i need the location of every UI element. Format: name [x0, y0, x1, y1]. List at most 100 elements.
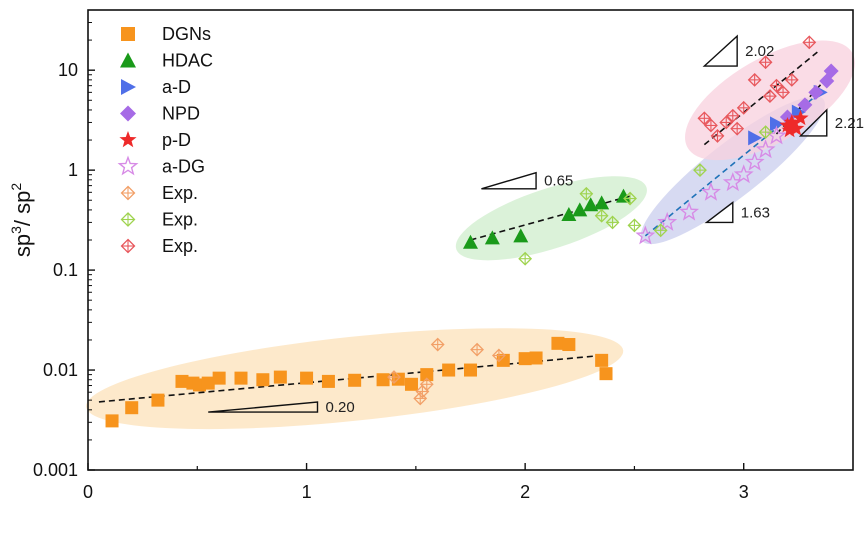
legend-marker: [120, 52, 136, 68]
data-point: [725, 108, 740, 123]
slope-triangle: 1.63: [704, 200, 770, 224]
data-point: [627, 218, 642, 233]
slope-triangle: 2.21: [798, 108, 864, 137]
data-point: [783, 113, 800, 130]
data-point: [700, 181, 721, 201]
data-points: [105, 35, 839, 428]
data-point: [105, 414, 119, 428]
data-point: [719, 115, 734, 130]
data-point: [442, 363, 456, 377]
y-tick-label: 0.001: [33, 460, 78, 480]
data-point: [201, 376, 215, 390]
y-tick-label: 0.1: [53, 260, 78, 280]
data-point: [693, 163, 707, 178]
data-point: [733, 164, 754, 184]
x-tick-label: 3: [739, 482, 749, 502]
data-point: [562, 338, 576, 352]
data-point: [583, 197, 599, 212]
data-point: [256, 373, 270, 387]
y-tick-label: 1: [68, 160, 78, 180]
slope-label: 1.63: [741, 204, 770, 221]
data-point: [599, 367, 613, 381]
data-point: [635, 225, 656, 245]
data-point: [605, 215, 620, 230]
data-point: [736, 100, 751, 115]
data-point: [572, 202, 588, 217]
data-point: [758, 125, 773, 140]
data-point: [710, 128, 725, 143]
legend-item: Exp.: [120, 236, 198, 256]
slope-annotations: 0.20 0.65 1.63 2.02 2.21: [208, 34, 864, 416]
y-tick-label: 0.01: [43, 360, 78, 380]
data-point: [420, 368, 434, 382]
data-point: [518, 352, 532, 366]
legend-item: Exp.: [120, 183, 198, 203]
data-point: [491, 348, 506, 363]
data-point: [679, 201, 700, 221]
data-point: [484, 230, 500, 245]
slope-label: 2.21: [835, 115, 864, 132]
data-point: [748, 130, 763, 146]
slope-triangle: 0.20: [208, 399, 355, 416]
axis-ticks: 0 1 2 3 0.001 0.01 0.1 1 10: [33, 9, 749, 502]
slope-triangle: 0.65: [481, 171, 573, 190]
fit-line: [644, 91, 821, 237]
x-tick-label: 1: [302, 482, 312, 502]
legend-marker: [120, 105, 136, 122]
data-point: [376, 373, 390, 387]
data-point: [784, 72, 799, 87]
data-point: [623, 191, 637, 206]
data-point: [212, 371, 226, 385]
data-point: [430, 337, 445, 352]
data-point: [175, 374, 189, 388]
data-point: [595, 353, 609, 367]
data-point: [348, 373, 362, 387]
slope-label: 0.65: [544, 173, 573, 190]
data-point: [653, 223, 668, 238]
legend-marker: [121, 27, 135, 41]
data-point: [802, 35, 817, 50]
y-axis-label: sp3/ sp2: [8, 183, 35, 258]
x-tick-label: 0: [83, 482, 93, 502]
data-point: [529, 351, 543, 365]
data-point: [234, 371, 248, 385]
legend-label: p-D: [162, 130, 191, 150]
legend: DGNs HDAC a-D NPD p-D a-DG Exp. Exp. Exp.: [117, 24, 213, 256]
legend-item: NPD: [120, 104, 200, 124]
legend-item: a-D: [121, 77, 191, 97]
legend-marker: [119, 131, 137, 148]
data-point: [823, 63, 839, 79]
legend-label: HDAC: [162, 51, 213, 71]
data-point: [300, 371, 314, 385]
data-point: [125, 401, 139, 415]
data-point: [463, 234, 478, 249]
data-point: [763, 89, 777, 104]
legend-item: HDAC: [120, 51, 213, 71]
data-point: [697, 111, 712, 126]
data-point: [769, 78, 784, 93]
legend-marker: [120, 238, 136, 254]
legend-item: p-D: [119, 130, 191, 150]
data-point: [470, 342, 484, 357]
legend-label: Exp.: [162, 236, 198, 256]
data-point: [730, 121, 745, 136]
data-point: [387, 370, 401, 385]
data-point: [561, 206, 577, 221]
data-point: [779, 116, 796, 133]
data-point: [594, 195, 610, 210]
data-point: [513, 228, 529, 243]
data-point: [797, 97, 813, 113]
slope-triangle: 2.02: [702, 34, 774, 67]
slope-label: 0.20: [326, 399, 355, 416]
data-point: [496, 353, 510, 367]
fit-line: [470, 195, 631, 241]
data-point: [781, 121, 798, 138]
data-point: [419, 377, 434, 392]
legend-label: a-DG: [162, 157, 205, 177]
legend-label: Exp.: [162, 183, 198, 203]
legend-label: a-D: [162, 77, 191, 97]
y-tick-label: 10: [58, 60, 78, 80]
data-point: [464, 363, 477, 377]
data-point: [273, 370, 287, 384]
